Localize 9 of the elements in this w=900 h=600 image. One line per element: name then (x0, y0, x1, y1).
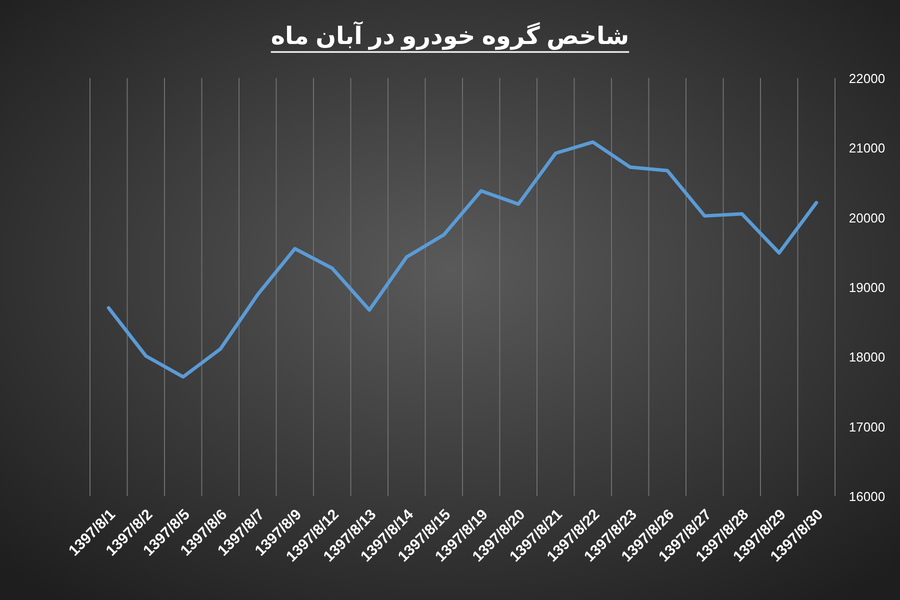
y-tick-label: 17000 (848, 419, 886, 434)
y-tick-label: 16000 (848, 489, 886, 504)
y-tick-label: 18000 (848, 350, 886, 365)
y-tick-label: 22000 (848, 71, 886, 86)
y-tick-label: 19000 (848, 280, 886, 295)
y-tick-label: 20000 (848, 210, 886, 226)
chart-title: شاخص گروه خودرو در آبان ماه (270, 21, 630, 50)
y-tick-label: 21000 (848, 140, 886, 156)
line-series (106, 140, 818, 379)
